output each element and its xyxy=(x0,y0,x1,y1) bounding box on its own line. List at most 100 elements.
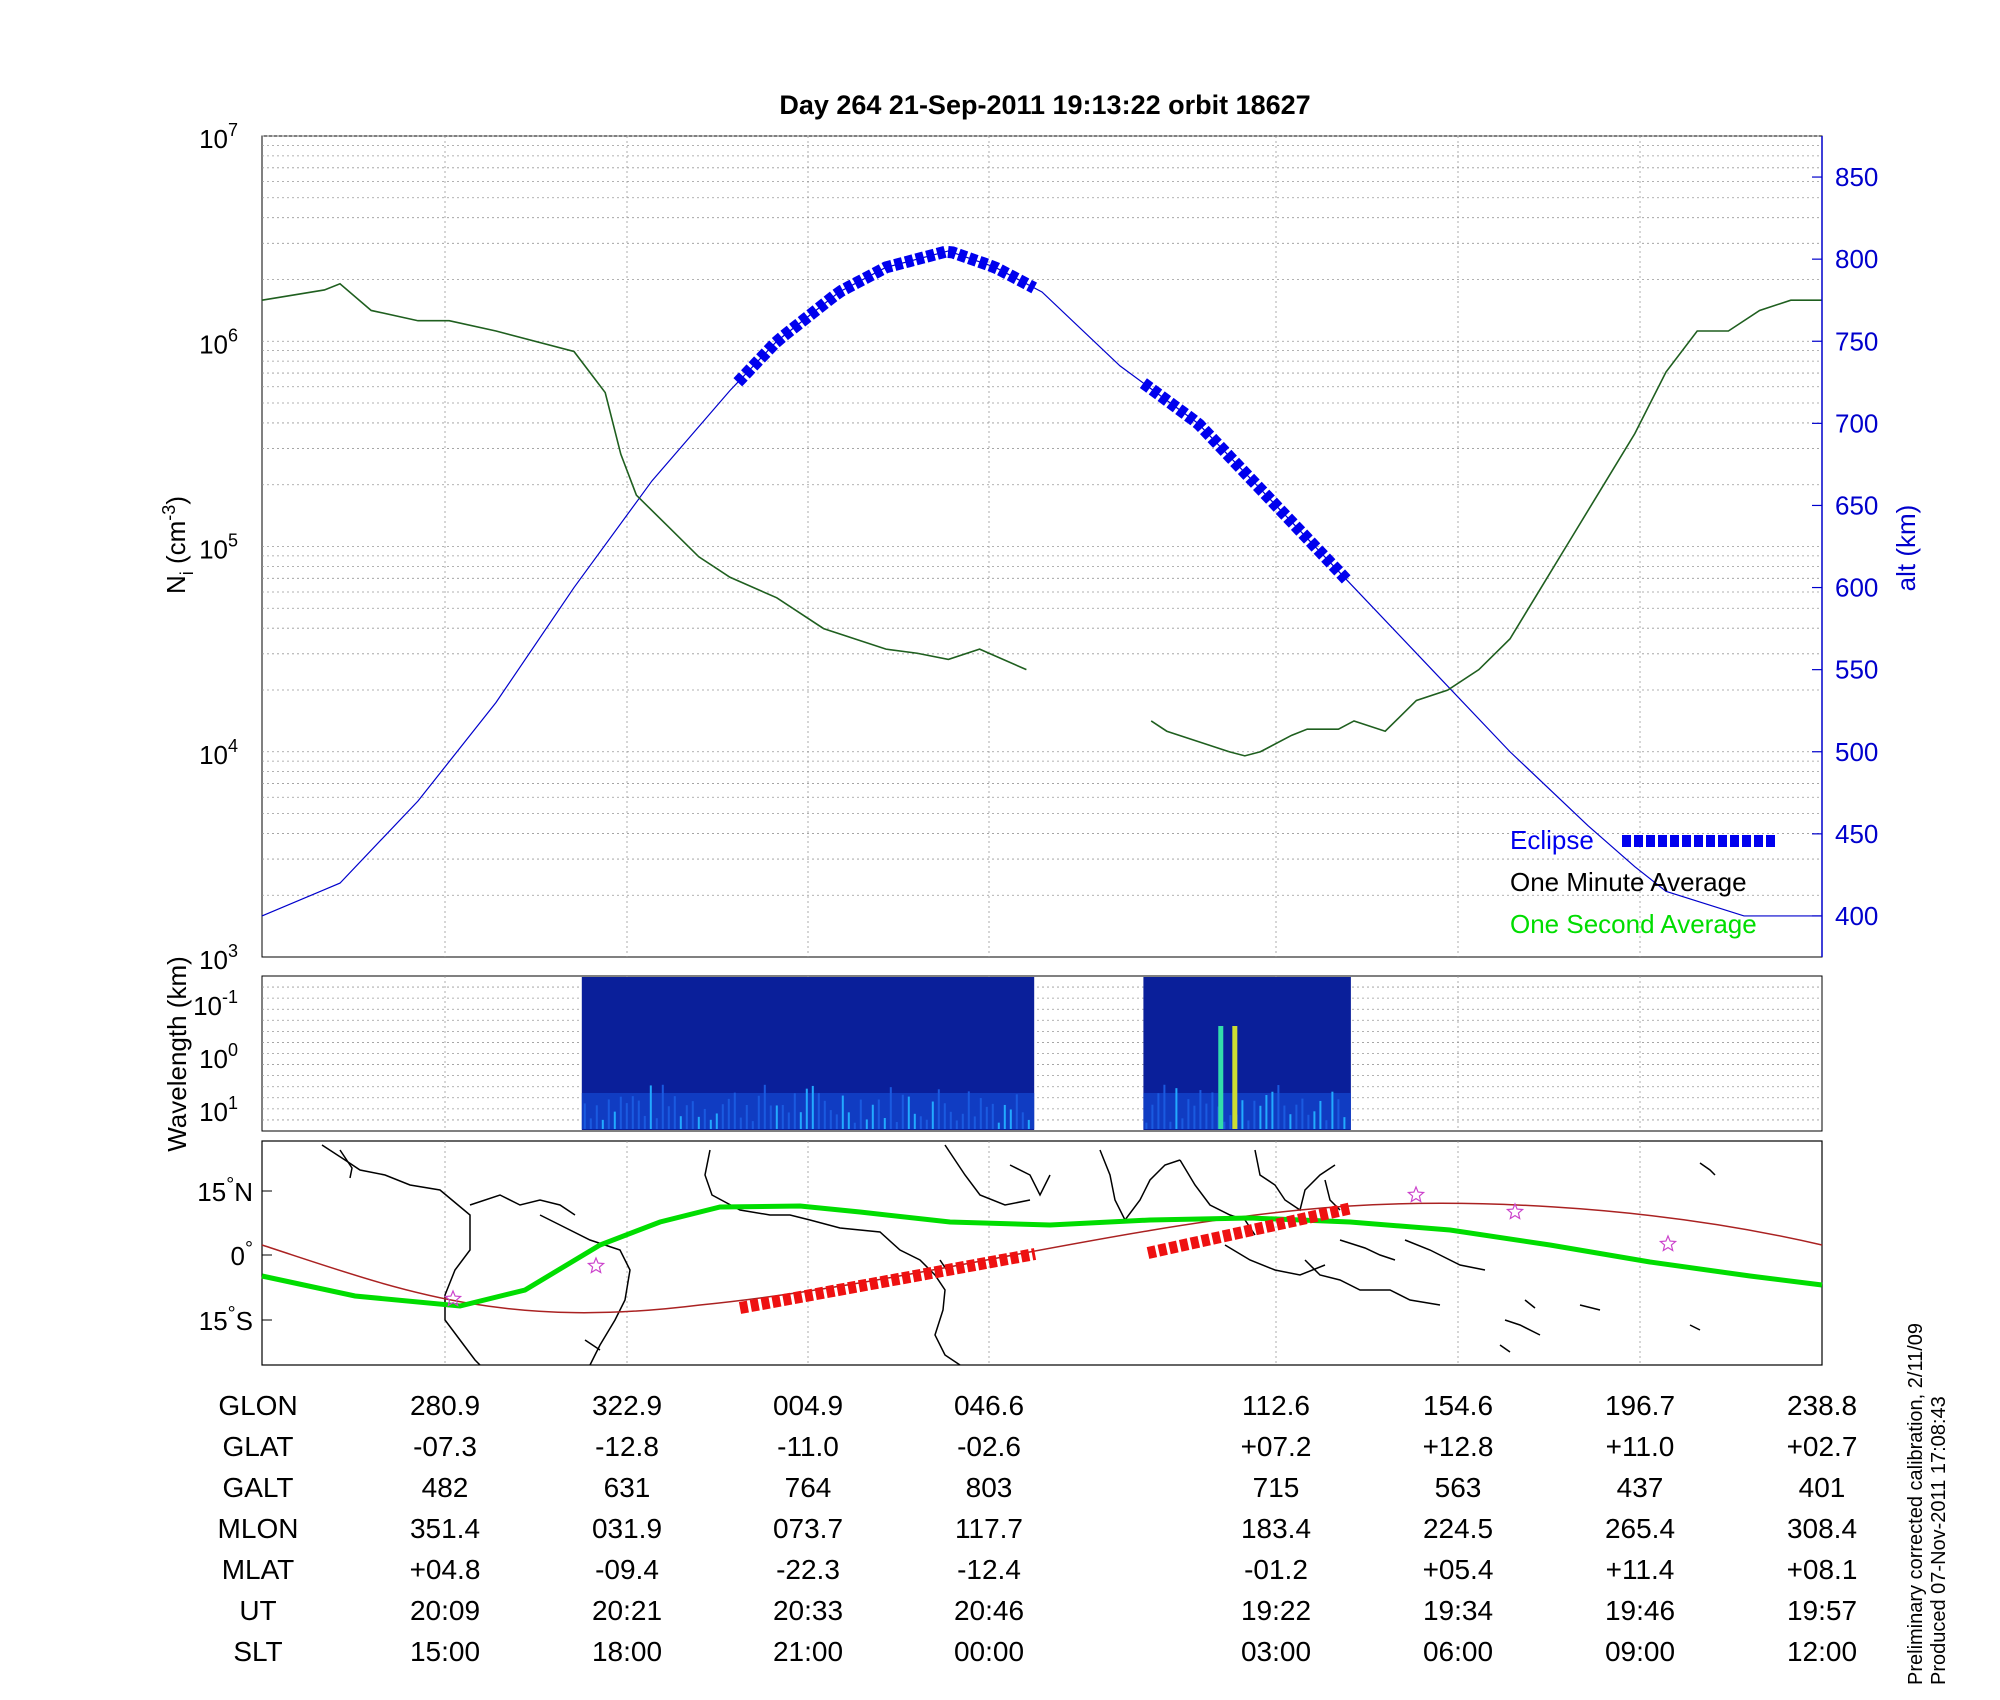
spectrogram-streak xyxy=(913,1113,916,1129)
table-cell: 563 xyxy=(1434,1472,1482,1503)
spectrogram-y-label: Wavelength (km) xyxy=(162,956,192,1152)
spectrogram-streak xyxy=(763,1084,766,1129)
spectrogram-streak xyxy=(985,1106,988,1129)
spectrogram-streak xyxy=(1319,1100,1322,1129)
table-cell: 224.5 xyxy=(1422,1513,1494,1544)
y-tick-label: 0° xyxy=(231,1238,253,1271)
ylabel-unit-exp: -3 xyxy=(159,505,179,521)
spectrogram-streak xyxy=(1343,1117,1346,1129)
spectrogram-streak xyxy=(937,1089,940,1129)
spectrogram-streak xyxy=(607,1099,610,1129)
magnetic-equator xyxy=(261,1203,1823,1309)
spectrogram-streak xyxy=(739,1117,742,1129)
spectrogram-streak xyxy=(1229,1115,1232,1129)
spectrogram-streak xyxy=(853,1122,856,1129)
table-cell: -11.0 xyxy=(777,1431,839,1462)
spectrogram-streak xyxy=(787,1112,790,1129)
spectrogram-streak xyxy=(901,1094,904,1129)
row-label: GLAT xyxy=(222,1431,294,1462)
density-grid xyxy=(262,135,1822,957)
table-cell: 004.9 xyxy=(772,1390,844,1421)
spectrogram-streak xyxy=(805,1088,808,1129)
spectrogram-streak xyxy=(595,1105,598,1129)
table-cell: 183.4 xyxy=(1240,1513,1312,1544)
spectrogram-streak xyxy=(1145,1122,1148,1129)
table-cell: -09.4 xyxy=(595,1554,659,1585)
spectrogram-image xyxy=(581,977,1351,1130)
spectrogram-streak xyxy=(883,1117,886,1129)
spectrogram-streak xyxy=(1307,1114,1310,1129)
table-row: GALT 482 631 764 803 715 563 437 401 xyxy=(0,1472,2000,1512)
position-marker-star xyxy=(1505,1202,1525,1220)
spectrogram-streak xyxy=(697,1116,700,1129)
table-cell: 19:46 xyxy=(1604,1595,1676,1626)
row-label: MLAT xyxy=(221,1554,295,1585)
tick-exponent: 4 xyxy=(228,736,238,756)
density-line xyxy=(261,282,1027,671)
spectrogram-streak xyxy=(1295,1104,1298,1129)
table-cell: +05.4 xyxy=(1422,1554,1494,1585)
tick-base: 10 xyxy=(199,535,228,565)
table-cell: 12:00 xyxy=(1786,1636,1858,1667)
spectrogram-streak xyxy=(793,1093,796,1129)
spectrogram-streak xyxy=(1331,1091,1334,1129)
y2-tick-label: 750 xyxy=(1835,326,1878,356)
y2-tick-label: 800 xyxy=(1835,244,1878,274)
spectrogram-streak xyxy=(1027,1119,1030,1129)
table-cell: +11.4 xyxy=(1605,1554,1675,1585)
table-cell: 437 xyxy=(1616,1472,1664,1503)
table-cell: -07.3 xyxy=(413,1431,477,1462)
y-tick-label: 106 xyxy=(199,325,238,359)
row-label: GLON xyxy=(218,1390,298,1421)
spectrogram-streak xyxy=(865,1119,868,1129)
density-curve xyxy=(261,282,1822,757)
spectrogram-streak xyxy=(769,1105,772,1129)
table-row: SLT 15:00 18:00 21:00 00:00 03:00 06:00 09:00 12… xyxy=(0,1636,2000,1676)
ylabel-unit: (cm xyxy=(161,521,191,572)
map-y-ticks: 15°N0°15°S xyxy=(197,1174,272,1336)
eclipse-marks xyxy=(733,245,1351,584)
ylabel-unit-close: ) xyxy=(161,496,191,505)
spectrogram-streak xyxy=(721,1104,724,1129)
table-cell: 09:00 xyxy=(1604,1636,1676,1667)
y-tick-label: 100 xyxy=(199,1040,238,1074)
altitude-curve xyxy=(261,250,1822,917)
spectrogram-streak xyxy=(727,1098,730,1129)
y2-tick-label: 550 xyxy=(1835,655,1878,685)
spectrogram-streak xyxy=(931,1101,934,1129)
table-cell: 19:57 xyxy=(1786,1595,1858,1626)
spectrogram-streak xyxy=(631,1096,634,1129)
tick-number: 15 xyxy=(197,1177,226,1207)
legend-minute-average: One Minute Average xyxy=(1510,867,1747,897)
spectrogram-streak xyxy=(679,1116,682,1129)
table-cell: 764 xyxy=(784,1472,832,1503)
spectrogram-streak xyxy=(1313,1111,1316,1129)
spectrogram-streak xyxy=(1253,1100,1256,1129)
y-tick-label: 105 xyxy=(199,531,238,565)
spectrogram-streak xyxy=(859,1099,862,1129)
spectrogram-streak xyxy=(961,1113,964,1129)
tick-base: 10 xyxy=(199,945,228,975)
spectrogram-streak xyxy=(775,1105,778,1129)
position-markers xyxy=(443,1185,1678,1307)
table-cell: 06:00 xyxy=(1422,1636,1494,1667)
table-row: GLAT -07.3 -12.8 -11.0 -02.6 +07.2 +12.8 +11.0 +… xyxy=(0,1431,2000,1471)
spectrogram-streak xyxy=(895,1122,898,1129)
spectrogram-streak xyxy=(1009,1109,1012,1129)
spectrogram-streak xyxy=(1205,1103,1208,1129)
spectrogram-streak xyxy=(973,1116,976,1129)
table-cell: -12.4 xyxy=(957,1554,1021,1585)
y-tick-label: 15°N xyxy=(197,1174,253,1207)
spectrogram-streak xyxy=(829,1110,832,1129)
spectrogram-streak xyxy=(1289,1114,1292,1129)
table-cell: 117.7 xyxy=(955,1513,1023,1544)
spectrogram-streak xyxy=(751,1121,754,1129)
table-cell: -12.8 xyxy=(595,1431,659,1462)
table-cell: 046.6 xyxy=(953,1390,1025,1421)
spectrogram-streak xyxy=(877,1099,880,1129)
spectrogram-streak xyxy=(1241,1100,1244,1129)
spectrogram-streak xyxy=(1015,1094,1018,1129)
